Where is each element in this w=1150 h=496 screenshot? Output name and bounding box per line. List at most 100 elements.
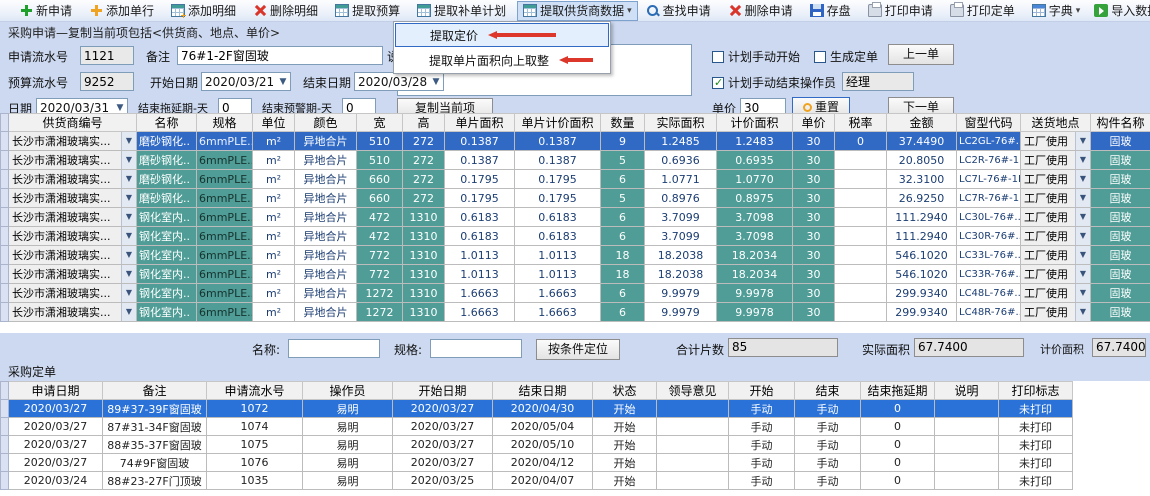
row-selector[interactable] <box>0 471 9 490</box>
actual-area-cell[interactable]: 18.2038 <box>644 264 717 284</box>
delivery-cell[interactable]: 工厂使用 ▼ <box>1020 283 1091 303</box>
piece-calc-area-cell[interactable]: 1.0113 <box>514 245 601 265</box>
operator-cell[interactable]: 易明 <box>302 453 393 472</box>
delivery-cell[interactable]: 工厂使用 ▼ <box>1020 131 1091 151</box>
table-row[interactable]: 长沙市潇湘玻璃实... ▼ 钢化室内.. 6mmPLE... m² 异地合片 47… <box>0 226 1150 246</box>
tax-cell[interactable]: 0 <box>834 131 887 151</box>
qty-cell[interactable]: 5 <box>600 188 645 208</box>
note-cell[interactable] <box>934 399 999 418</box>
start-mode-cell[interactable]: 手动 <box>728 453 795 472</box>
col-width[interactable]: 宽 <box>356 113 403 132</box>
chevron-down-icon[interactable]: ▼ <box>121 170 136 188</box>
component-cell[interactable]: 固玻 <box>1090 264 1150 284</box>
col-height[interactable]: 高 <box>402 113 445 132</box>
spec-cell[interactable]: 6mmPLE... <box>196 283 253 303</box>
name-cell[interactable]: 磨砂钢化.. <box>136 169 197 189</box>
leader-opinion-cell[interactable] <box>656 435 729 454</box>
serial-cell[interactable]: 1076 <box>206 453 303 472</box>
end-mode-cell[interactable]: 手动 <box>794 399 861 418</box>
name-cell[interactable]: 钢化室内.. <box>136 226 197 246</box>
table-row[interactable]: 长沙市潇湘玻璃实... ▼ 钢化室内.. 6mmPLE... m² 异地合片 12… <box>0 283 1150 303</box>
status-cell[interactable]: 开始 <box>592 399 657 418</box>
component-cell[interactable]: 固玻 <box>1090 188 1150 208</box>
amount-cell[interactable]: 37.4490 <box>886 131 957 151</box>
toolbar-button[interactable]: 删除明细 <box>247 1 327 21</box>
tax-cell[interactable] <box>834 150 887 170</box>
toolbar-button[interactable]: 提取预算 <box>329 1 409 21</box>
unit-price-cell[interactable]: 30 <box>792 207 835 227</box>
unit-price-cell[interactable]: 30 <box>792 283 835 303</box>
supplier-cell[interactable]: 长沙市潇湘玻璃实... ▼ <box>8 169 137 189</box>
calc-area-cell[interactable]: 0.8975 <box>716 188 793 208</box>
spec-cell[interactable]: 6mmPLE... <box>196 302 253 322</box>
serial-input[interactable] <box>80 46 134 65</box>
delivery-cell[interactable]: 工厂使用 ▼ <box>1020 264 1091 284</box>
end-delay-cell[interactable]: 0 <box>860 435 935 454</box>
table-row[interactable]: 长沙市潇湘玻璃实... ▼ 钢化室内.. 6mmPLE... m² 异地合片 12… <box>0 302 1150 322</box>
start-mode-cell[interactable]: 手动 <box>728 471 795 490</box>
piece-calc-area-cell[interactable]: 0.1387 <box>514 150 601 170</box>
table-row[interactable]: 长沙市潇湘玻璃实... ▼ 钢化室内.. 6mmPLE... m² 异地合片 47… <box>0 207 1150 227</box>
actual-area-cell[interactable]: 1.0771 <box>644 169 717 189</box>
spec-cell[interactable]: 6mmPLE... <box>196 169 253 189</box>
status-cell[interactable]: 开始 <box>592 453 657 472</box>
remark-cell[interactable]: 88#35-37F窗固玻 <box>102 435 207 454</box>
start-date-cell[interactable]: 2020/03/27 <box>392 417 493 436</box>
supplier-cell[interactable]: 长沙市潇湘玻璃实... ▼ <box>8 302 137 322</box>
request-date-cell[interactable]: 2020/03/27 <box>8 453 103 472</box>
piece-calc-area-cell[interactable]: 1.6663 <box>514 302 601 322</box>
unit-price-cell[interactable]: 30 <box>792 169 835 189</box>
col-component[interactable]: 构件名称 <box>1090 113 1150 132</box>
serial-cell[interactable]: 1075 <box>206 435 303 454</box>
operator-cell[interactable]: 易明 <box>302 471 393 490</box>
row-selector[interactable] <box>0 283 9 303</box>
row-selector[interactable] <box>0 207 9 227</box>
col-window-code[interactable]: 窗型代码 <box>956 113 1021 132</box>
unit-cell[interactable]: m² <box>252 131 295 151</box>
table-row[interactable]: 长沙市潇湘玻璃实... ▼ 磨砂钢化.. 6mmPLE... m² 异地合片 51… <box>0 131 1150 151</box>
col-name[interactable]: 名称 <box>136 113 197 132</box>
height-cell[interactable]: 272 <box>402 131 445 151</box>
component-cell[interactable]: 固玻 <box>1090 169 1150 189</box>
warn-input[interactable] <box>342 98 376 117</box>
height-cell[interactable]: 1310 <box>402 245 445 265</box>
toolbar-button[interactable]: 添加单行 <box>83 1 163 21</box>
table-row[interactable]: 长沙市潇湘玻璃实... ▼ 磨砂钢化.. 6mmPLE... m² 异地合片 51… <box>0 150 1150 170</box>
component-cell[interactable]: 固玻 <box>1090 150 1150 170</box>
tax-cell[interactable] <box>834 283 887 303</box>
height-cell[interactable]: 272 <box>402 169 445 189</box>
end-date-cell[interactable]: 2020/05/10 <box>492 435 593 454</box>
remark-input[interactable] <box>177 46 383 65</box>
color-cell[interactable]: 异地合片 <box>294 169 357 189</box>
spec-cell[interactable]: 6mmPLE... <box>196 226 253 246</box>
order-row[interactable]: 2020/03/27 74#9F窗固玻 1076 易明 2020/03/27 2… <box>0 453 1073 472</box>
order-row[interactable]: 2020/03/24 88#23-27F门顶玻 1035 易明 2020/03/… <box>0 471 1073 490</box>
end-date-cell[interactable]: 2020/04/12 <box>492 453 593 472</box>
width-cell[interactable]: 472 <box>356 226 403 246</box>
menu-item[interactable]: 提取定价 <box>395 23 609 47</box>
table-row[interactable]: 长沙市潇湘玻璃实... ▼ 钢化室内.. 6mmPLE... m² 异地合片 77… <box>0 264 1150 284</box>
filter-spec-input[interactable] <box>430 339 522 358</box>
component-cell[interactable]: 固玻 <box>1090 283 1150 303</box>
qty-cell[interactable]: 6 <box>600 226 645 246</box>
serial-cell[interactable]: 1035 <box>206 471 303 490</box>
window-code-cell[interactable]: LC2R-76#-1F <box>956 150 1021 170</box>
end-date-cell[interactable]: 2020/05/04 <box>492 417 593 436</box>
start-date-cell[interactable]: 2020/03/27 <box>392 453 493 472</box>
row-selector[interactable] <box>0 226 9 246</box>
chevron-down-icon[interactable]: ▼ <box>121 246 136 264</box>
piece-calc-area-cell[interactable]: 0.1795 <box>514 188 601 208</box>
col-request-date[interactable]: 申请日期 <box>8 381 103 400</box>
name-cell[interactable]: 钢化室内.. <box>136 264 197 284</box>
width-cell[interactable]: 510 <box>356 131 403 151</box>
calc-area-cell[interactable]: 9.9978 <box>716 302 793 322</box>
end-delay-cell[interactable]: 0 <box>860 399 935 418</box>
col-start-date[interactable]: 开始日期 <box>392 381 493 400</box>
generate-order-checkbox[interactable]: 生成定单 <box>814 48 878 65</box>
qty-cell[interactable]: 6 <box>600 169 645 189</box>
chevron-down-icon[interactable]: ▼ <box>121 151 136 169</box>
unit-price-cell[interactable]: 30 <box>792 264 835 284</box>
leader-opinion-cell[interactable] <box>656 471 729 490</box>
chevron-down-icon[interactable]: ▼ <box>121 265 136 283</box>
calc-area-cell[interactable]: 1.2483 <box>716 131 793 151</box>
